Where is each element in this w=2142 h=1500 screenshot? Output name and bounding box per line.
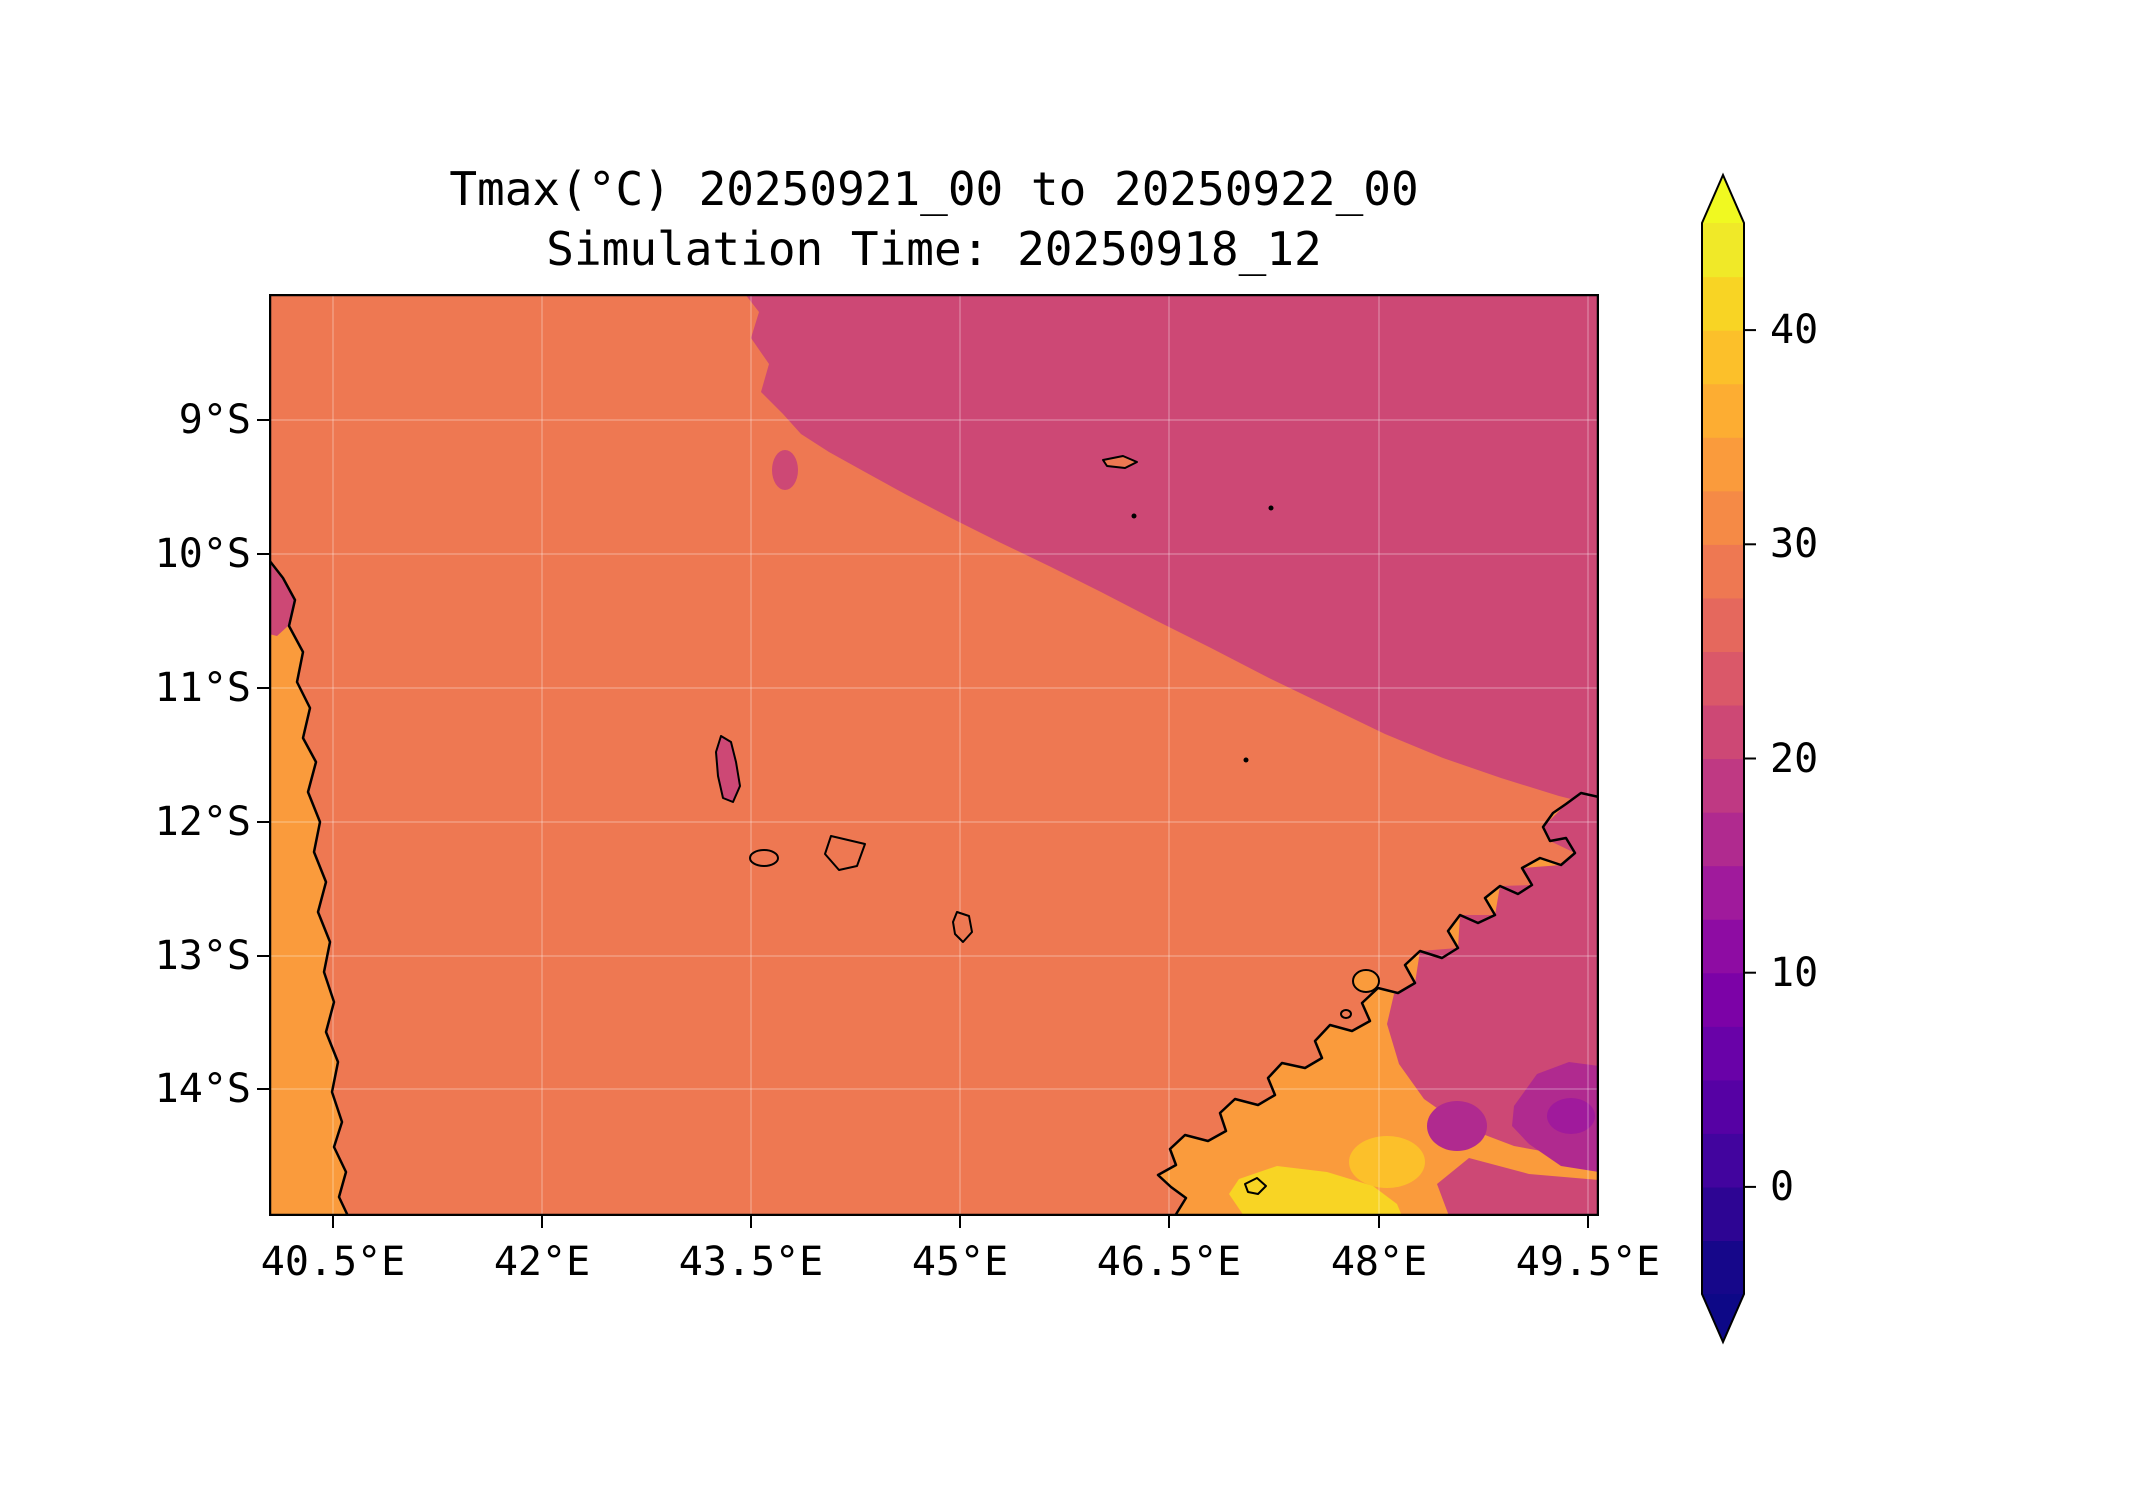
x-tick-mark — [1168, 1216, 1170, 1228]
mayotte-island — [952, 911, 973, 943]
y-tick-label: 9°S — [178, 397, 251, 443]
colorbar-band — [1702, 812, 1744, 867]
islet-small-1 — [1340, 1009, 1352, 1019]
x-tick-mark — [1587, 1216, 1589, 1228]
y-tick-mark — [257, 687, 269, 689]
map-plot — [269, 294, 1599, 1216]
x-tick-label: 43.5°E — [678, 1239, 824, 1285]
islet-dot-2 — [1268, 505, 1274, 511]
map-canvas — [269, 294, 1599, 1216]
moheli-island — [749, 849, 779, 867]
anjouan-island — [824, 835, 866, 871]
x-tick-label: 49.5°E — [1515, 1239, 1661, 1285]
glorioso-island — [1102, 455, 1138, 469]
y-tick-mark — [257, 955, 269, 957]
colorbar-outline — [1701, 172, 1745, 1345]
islet-small-2 — [1244, 1177, 1267, 1195]
colorbar-band — [1702, 1026, 1744, 1081]
colorbar-extend-under — [1702, 1294, 1744, 1342]
colorbar-band — [1702, 1133, 1744, 1188]
islet-dot-3 — [1243, 757, 1249, 763]
cool-region-northeast — [745, 294, 1599, 806]
africa-cool-patch — [269, 562, 294, 636]
colorbar-band — [1702, 651, 1744, 706]
colorbar-tick-label: 20 — [1770, 735, 1819, 782]
x-tick-mark — [1378, 1216, 1380, 1228]
x-tick-label: 42°E — [493, 1239, 591, 1285]
colorbar-band — [1702, 597, 1744, 652]
y-tick-mark — [257, 821, 269, 823]
x-tick-mark — [541, 1216, 543, 1228]
madagascar-interior-cool — [1387, 793, 1599, 1158]
colorbar-band — [1702, 919, 1744, 974]
x-tick-label: 48°E — [1330, 1239, 1428, 1285]
colorbar-band — [1702, 544, 1744, 599]
colorbar-tick-label: 30 — [1770, 521, 1819, 568]
y-tick-mark — [257, 553, 269, 555]
cool-patch-small — [772, 450, 798, 490]
colorbar-tick-label: 10 — [1770, 949, 1819, 996]
chart-subtitle: Simulation Time: 20250918_12 — [546, 222, 1322, 276]
colorbar-band — [1702, 972, 1744, 1027]
colorbar-band — [1702, 1186, 1744, 1242]
madagascar-coast-line — [1156, 791, 1599, 1216]
madagascar-highland-purple-dark — [1547, 1098, 1595, 1134]
y-tick-label: 13°S — [154, 933, 251, 979]
islet-dot-1 — [1131, 513, 1137, 519]
y-tick-label: 12°S — [154, 799, 251, 845]
colorbar — [1701, 172, 1756, 1345]
x-tick-label: 45°E — [911, 1239, 1009, 1285]
colorbar-band — [1702, 758, 1744, 813]
madagascar-highland-purple-2 — [1427, 1101, 1487, 1151]
nosy-be-island — [1352, 969, 1380, 993]
y-tick-mark — [257, 1088, 269, 1090]
chart-title: Tmax(°C) 20250921_00 to 20250922_00 — [449, 162, 1419, 216]
y-tick-label: 11°S — [154, 665, 251, 711]
colorbar-band — [1702, 437, 1744, 492]
colorbar-tick-label: 40 — [1770, 307, 1819, 354]
africa-coast-line — [269, 558, 350, 1216]
y-tick-label: 14°S — [154, 1066, 251, 1112]
colorbar-band — [1702, 330, 1744, 385]
x-tick-mark — [332, 1216, 334, 1228]
grande-comore-island — [715, 735, 741, 803]
x-tick-mark — [959, 1216, 961, 1228]
colorbar-band — [1702, 1240, 1744, 1295]
y-tick-mark — [257, 419, 269, 421]
colorbar-band — [1702, 704, 1744, 760]
x-tick-label: 46.5°E — [1096, 1239, 1242, 1285]
colorbar-band — [1702, 223, 1744, 278]
x-tick-label: 40.5°E — [260, 1239, 406, 1285]
madagascar-southeast-cool — [1437, 1158, 1599, 1216]
colorbar-band — [1702, 865, 1744, 920]
colorbar-tick-label: 0 — [1770, 1163, 1795, 1210]
madagascar-warm-yellow-1 — [1349, 1136, 1425, 1188]
x-tick-mark — [750, 1216, 752, 1228]
plot-border — [269, 294, 1599, 1216]
colorbar-band — [1702, 490, 1744, 545]
colorbar-band — [1702, 1079, 1744, 1134]
colorbar-extend-over — [1702, 175, 1744, 223]
y-tick-label: 10°S — [154, 531, 251, 577]
colorbar-band — [1702, 276, 1744, 331]
madagascar-warm-yellow-2 — [1229, 1166, 1402, 1216]
africa-land — [269, 560, 348, 1216]
colorbar-band — [1702, 383, 1744, 438]
